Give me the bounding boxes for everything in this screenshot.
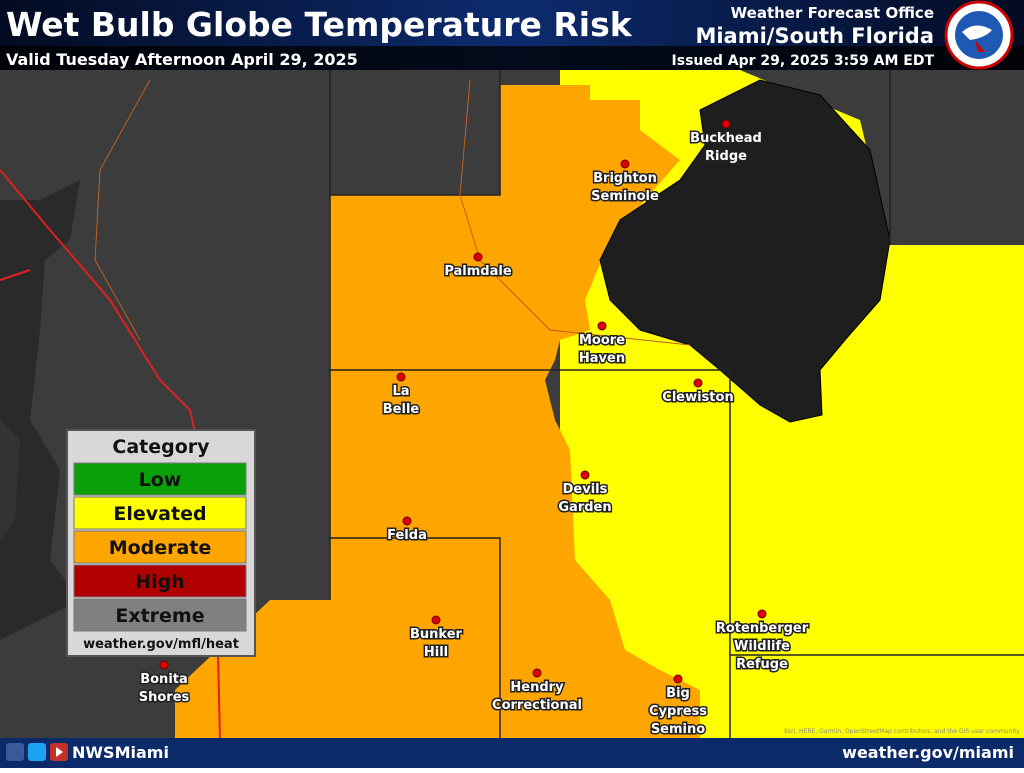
moderate-area (175, 85, 700, 740)
legend-title: Category (112, 436, 210, 458)
legend-label: Moderate (109, 537, 212, 559)
legend: Category LowElevatedModerateHighExtreme … (66, 429, 256, 657)
subtitle: Valid Tuesday Afternoon April 29, 2025 (6, 50, 358, 69)
lake-okeechobee (599, 79, 891, 423)
place-label: Bunker (410, 627, 463, 642)
legend-label: Elevated (113, 503, 206, 525)
legend-swatch (73, 462, 247, 496)
place-dot (757, 609, 767, 619)
place-label: Correctional (492, 698, 582, 713)
place-dot (159, 660, 169, 670)
legend-swatch (73, 564, 247, 598)
place-label: Clewiston (662, 390, 733, 405)
place-label: Brighton (593, 171, 657, 186)
island (0, 420, 20, 540)
legend-label: Low (139, 469, 182, 491)
minor-roads (94, 79, 691, 346)
place-label: Hendry (510, 680, 564, 695)
footer-handle: NWSMiami (72, 743, 169, 762)
place-label: Belle (383, 402, 420, 417)
social-icons (6, 743, 68, 761)
attribution: Esri, HERE, Garmin, OpenStreetMap contri… (784, 728, 1020, 735)
place-label: Felda (387, 528, 427, 543)
place-label: Semino (651, 722, 705, 737)
place-dot (673, 674, 683, 684)
legend-swatch (73, 598, 247, 632)
legend-url: weather.gov/mfl/heat (83, 637, 239, 652)
place-label: Garden (558, 500, 611, 515)
legend-label: High (135, 571, 185, 593)
place-label: La (392, 384, 409, 399)
place-label: Bonita (140, 672, 188, 687)
place-dot (693, 378, 703, 388)
place-label: Refuge (736, 657, 788, 672)
place-label: Rotenberger (716, 621, 809, 636)
issued: Issued Apr 29, 2025 3:59 AM EDT (672, 53, 935, 69)
place-label: Palmdale (444, 264, 511, 279)
place-dot (402, 516, 412, 526)
legend-swatch (73, 496, 247, 530)
title: Wet Bulb Globe Temperature Risk (6, 5, 633, 44)
office: Weather Forecast Office (731, 4, 934, 22)
nws-logo (944, 0, 1014, 70)
place-label: Buckhead (690, 131, 762, 146)
place-dot (580, 470, 590, 480)
place-label: Wildlife (734, 639, 790, 654)
place-label: Big (666, 686, 690, 701)
footer-url: weather.gov/miami (842, 743, 1014, 762)
place-label: Shores (139, 690, 190, 705)
place-dot (532, 668, 542, 678)
place-label: Devils (563, 482, 608, 497)
footer-bar (0, 738, 1024, 768)
place-dot (721, 119, 731, 129)
legend-swatch (73, 530, 247, 564)
legend-label: Extreme (115, 605, 204, 627)
place-label: Seminole (591, 189, 659, 204)
place-dot (431, 615, 441, 625)
place-dot (396, 372, 406, 382)
place-dot (473, 252, 483, 262)
place-label: Ridge (705, 149, 747, 164)
legend-items: Low Elevated Moderate High Extreme (73, 462, 247, 632)
office-name: Miami/South Florida (695, 24, 934, 48)
water (0, 180, 80, 640)
place-dot (620, 159, 630, 169)
place-dot (597, 321, 607, 331)
place-label: Moore (579, 333, 625, 348)
place-label: Haven (579, 351, 625, 366)
place-label: Cypress (649, 704, 707, 719)
county-lines (329, 70, 1024, 740)
subheader-bar (0, 46, 1024, 70)
places: Buckhead Ridge Brighton Seminole Palmdale Moo… (137, 119, 810, 739)
land (740, 70, 1024, 245)
place-label: Hill (424, 645, 448, 660)
